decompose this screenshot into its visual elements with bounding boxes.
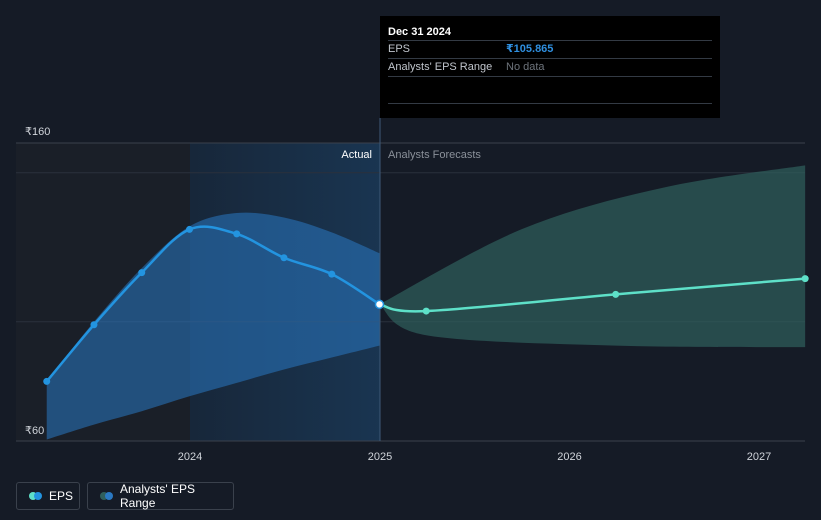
tooltip-date: Dec 31 2024 [388, 26, 451, 38]
eps-range-band-actual [46, 212, 380, 440]
eps-data-point [90, 321, 98, 329]
forecast-label: Analysts Forecasts [388, 149, 481, 161]
eps-data-point [280, 254, 288, 262]
eps-forecast-line [379, 277, 806, 313]
eps-forecast-point [422, 307, 430, 315]
legend-item-eps[interactable]: EPS [16, 482, 80, 510]
x-tick-label: 2025 [368, 451, 392, 463]
y-tick-label: ₹160 [25, 126, 50, 138]
eps-data-point [185, 225, 193, 233]
tooltip-range-value: No data [506, 61, 545, 73]
x-tick-label: 2024 [178, 451, 202, 463]
legend-range-label: Analysts' EPS Range [120, 482, 195, 510]
highlighted-point [374, 299, 385, 310]
legend-item-eps-range[interactable]: Analysts' EPS Range [87, 482, 234, 510]
tooltip-range-label: Analysts' EPS Range [388, 61, 493, 73]
tooltip-row-eps: EPS ₹105.865 [388, 40, 712, 58]
tooltip-eps-value: ₹105.865 [506, 43, 554, 55]
x-tick-label: 2026 [557, 451, 581, 463]
eps-forecast-point [801, 275, 809, 283]
tooltip-divider [388, 103, 712, 104]
eps-data-point [328, 270, 336, 278]
eps-data-point [43, 377, 51, 385]
eps-legend-icon [29, 492, 42, 500]
tooltip-row-range: Analysts' EPS Range No data [388, 58, 712, 76]
eps-forecast-point [612, 290, 620, 298]
actual-label: Actual [341, 149, 372, 161]
eps-data-point [138, 269, 146, 277]
eps-data-point [233, 230, 241, 238]
x-tick-label: 2027 [747, 451, 771, 463]
eps-range-band-forecast [379, 165, 806, 348]
y-tick-label: ₹60 [25, 425, 44, 437]
tooltip-eps-label: EPS [388, 43, 411, 55]
legend-eps-label: EPS [49, 489, 74, 503]
range-legend-icon [100, 492, 113, 500]
tooltip-spacer [388, 76, 712, 103]
tooltip: Dec 31 2024 EPS ₹105.865 Analysts' EPS R… [380, 16, 720, 118]
